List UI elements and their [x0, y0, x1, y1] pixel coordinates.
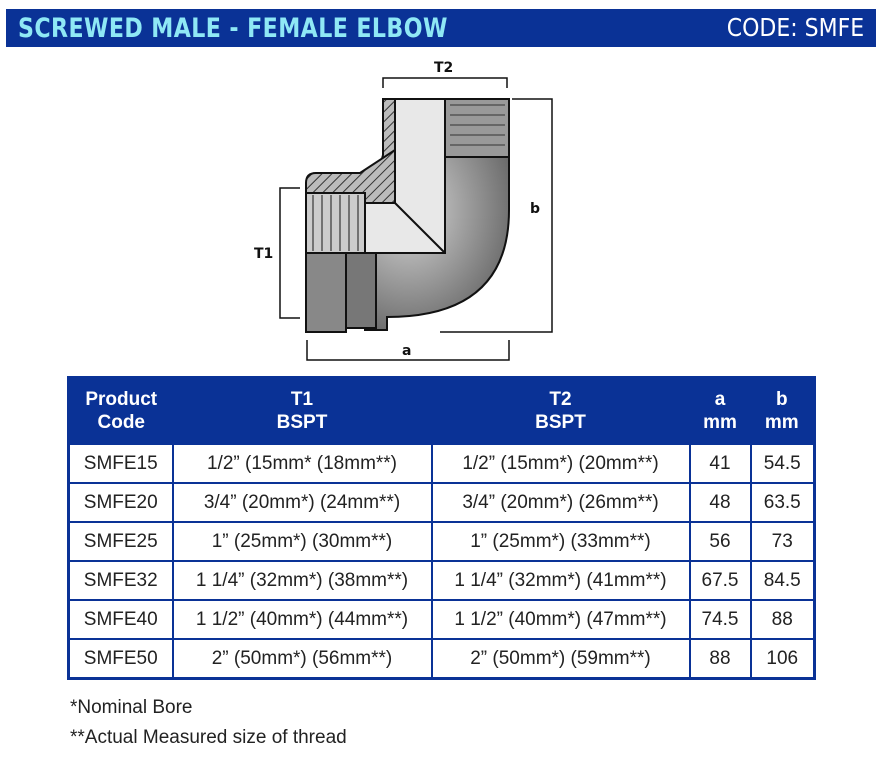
table-cell: 1” (25mm*) (30mm**)	[171, 521, 433, 562]
table-cell: 63.5	[749, 482, 816, 523]
table-cell: SMFE25	[67, 521, 174, 562]
table-cell: 1 1/2” (40mm*) (47mm**)	[430, 599, 691, 640]
column-header: a mm	[689, 377, 751, 444]
table-cell: SMFE40	[67, 599, 174, 640]
table-cell: 1 1/4” (32mm*) (41mm**)	[430, 560, 691, 601]
column-header: T1 BSPT	[172, 377, 432, 444]
header-line: BSPT	[276, 412, 328, 433]
header-line: a	[714, 389, 726, 410]
table-cell: 3/4” (20mm*) (26mm**)	[430, 482, 691, 523]
table-row: SMFE40 1 1/2” (40mm*) (44mm**) 1 1/2” (40m…	[67, 599, 816, 640]
table-cell: SMFE50	[67, 638, 174, 680]
note-actual-thread: **Actual Measured size of thread	[70, 727, 347, 748]
header-line: BSPT	[535, 412, 586, 433]
label-b: b	[530, 201, 540, 217]
table-cell: 88	[688, 638, 752, 680]
header-line: mm	[703, 412, 737, 433]
product-code: CODE: SMFE	[726, 13, 864, 42]
label-t1: T1	[254, 246, 273, 262]
female-thread	[305, 192, 366, 254]
table-header-row: Product Code T1 BSPT T2 BSPT a mm b mm	[68, 377, 815, 444]
table-cell: 1 1/4” (32mm*) (38mm**)	[171, 560, 433, 601]
column-header: Product Code	[68, 377, 173, 444]
table-cell: 1/2” (15mm*) (20mm**)	[430, 443, 691, 484]
table-cell: 1” (25mm*) (33mm**)	[430, 521, 691, 562]
column-header: b mm	[750, 377, 815, 444]
table-cell: 48	[688, 482, 752, 523]
header-line: Code	[97, 412, 146, 433]
table-cell: 1 1/2” (40mm*) (44mm**)	[171, 599, 433, 640]
table-cell: 73	[749, 521, 816, 562]
column-header: T2 BSPT	[431, 377, 690, 444]
table-cell: SMFE15	[67, 443, 174, 484]
table-cell: 84.5	[749, 560, 816, 601]
table-cell: 1/2” (15mm* (18mm**)	[171, 443, 433, 484]
dimensions-table: Product Code T1 BSPT T2 BSPT a mm b mm SMFE15 1/2”…	[67, 376, 816, 680]
table-row: SMFE32 1 1/4” (32mm*) (38mm**) 1 1/4” (32m…	[67, 560, 816, 601]
header-line: b	[775, 389, 788, 410]
product-title: SCREWED MALE - FEMALE ELBOW	[18, 13, 448, 44]
elbow-diagram: T2 T1 a b	[254, 60, 553, 361]
header-line: T2	[549, 389, 572, 410]
label-t2: T2	[434, 60, 453, 76]
table-cell: 2” (50mm*) (56mm**)	[171, 638, 433, 680]
table-cell: SMFE32	[67, 560, 174, 601]
note-nominal-bore: *Nominal Bore	[70, 697, 193, 718]
table-cell: 3/4” (20mm*) (24mm**)	[171, 482, 433, 523]
title-banner: SCREWED MALE - FEMALE ELBOW CODE: SMFE	[6, 9, 876, 47]
table-row: SMFE50 2” (50mm*) (56mm**) 2” (50mm*) (59m…	[67, 638, 816, 680]
table-cell: 74.5	[688, 599, 752, 640]
table-cell: 41	[688, 443, 752, 484]
table-row: SMFE15 1/2” (15mm* (18mm**) 1/2” (15mm*) (…	[67, 443, 816, 484]
table-cell: 106	[749, 638, 816, 680]
table-row: SMFE25 1” (25mm*) (30mm**) 1” (25mm*) (33m…	[67, 521, 816, 562]
table-cell: 54.5	[749, 443, 816, 484]
table-cell: 56	[688, 521, 752, 562]
table-cell: SMFE20	[67, 482, 174, 523]
table-row: SMFE20 3/4” (20mm*) (24mm**) 3/4” (20mm*) …	[67, 482, 816, 523]
table-cell: 2” (50mm*) (59mm**)	[430, 638, 691, 680]
header-line: T1	[290, 389, 314, 410]
header-line: mm	[764, 412, 799, 433]
hex-nut	[305, 252, 347, 333]
table-cell: 88	[749, 599, 816, 640]
table-cell: 67.5	[688, 560, 752, 601]
elbow-body	[364, 156, 510, 331]
label-a: a	[402, 343, 411, 359]
male-thread	[444, 98, 510, 158]
header-line: Product	[85, 389, 158, 410]
